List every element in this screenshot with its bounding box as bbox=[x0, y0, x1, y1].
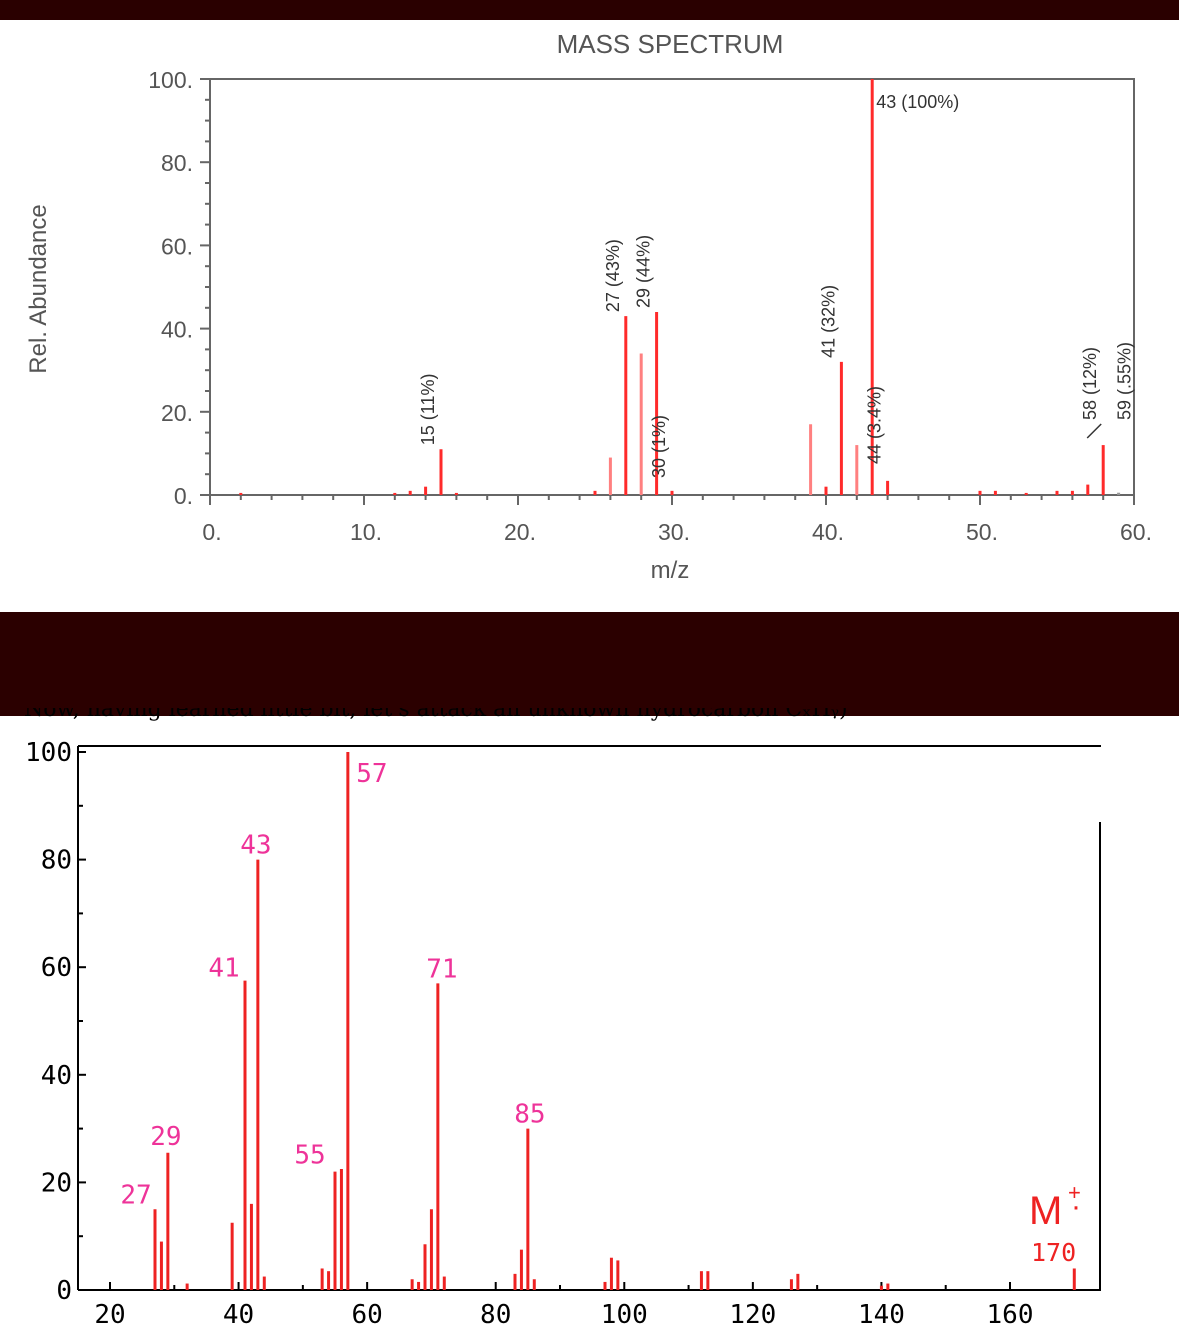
chart2-peak-label-57: 57 bbox=[356, 759, 387, 789]
chart2-peak-label-85: 85 bbox=[514, 1100, 545, 1130]
chart2-y-tick-label: 20 bbox=[41, 1168, 72, 1198]
caption-text: Now, having learned little bit, let's at… bbox=[24, 708, 848, 722]
chart2-x-tick-label: 20 bbox=[94, 1300, 125, 1328]
chart1-ylabel: Rel. Abundance bbox=[25, 204, 52, 373]
chart1-x-tick-label: 40. bbox=[812, 519, 844, 545]
molecular-ion-mz: 170 bbox=[1031, 1238, 1076, 1267]
chart1-y-tick-label: 80. bbox=[161, 150, 193, 176]
chart2-peak-label-41: 41 bbox=[208, 954, 239, 984]
chart1-x-tick-label: 60. bbox=[1120, 519, 1152, 545]
chart1-peak-label-43: 43 (100%) bbox=[876, 92, 959, 112]
chart1-y-tick-label: 60. bbox=[161, 233, 193, 259]
chart1-peak-label-58: 58 (12%) bbox=[1080, 347, 1100, 420]
chart2-peak-label-43: 43 bbox=[240, 831, 271, 861]
chart1-label-leader-58 bbox=[1086, 423, 1102, 439]
chart2-y-tick-label: 0 bbox=[56, 1276, 72, 1306]
chart2-y-tick-label: 60 bbox=[41, 953, 72, 983]
mass-spectrum-chart-top: MASS SPECTRUM Rel. Abundance m/z 0. 10. 20… bbox=[25, 29, 1152, 584]
chart1-y-tick-label: 40. bbox=[161, 317, 193, 343]
chart2-y-tick-label: 40 bbox=[41, 1061, 72, 1091]
partial-caption-text: Now, having learned little bit, let's at… bbox=[24, 708, 964, 722]
chart1-x-tick-label: 30. bbox=[658, 519, 690, 545]
chart2-peaks bbox=[153, 752, 1076, 1290]
chart1-peaks bbox=[239, 79, 1121, 495]
chart1-peak-labels: 15 (11%) 27 (43%) 29 (44%) 30 (1%) 41 (32%) 4… bbox=[418, 92, 1135, 478]
chart1-x-tick-label: 20. bbox=[504, 519, 536, 545]
chart1-xlabel: m/z bbox=[651, 557, 690, 584]
chart1-title: MASS SPECTRUM bbox=[557, 29, 784, 59]
chart1-peak-label-41: 41 (32%) bbox=[818, 285, 838, 358]
chart2-y-tick-label: 100 bbox=[25, 738, 72, 768]
molecular-ion-charge: + bbox=[1068, 1180, 1081, 1205]
chart2-x-tick-label: 140 bbox=[858, 1300, 905, 1328]
chart1-plot-frame bbox=[209, 78, 1135, 496]
chart2-peak-labels: 27 29 41 43 55 57 71 85 bbox=[120, 759, 545, 1210]
top-dark-strip bbox=[0, 0, 1179, 20]
chart1-peak-label-27: 27 (43%) bbox=[603, 239, 623, 312]
molecular-ion-symbol: M bbox=[1029, 1189, 1062, 1233]
chart2-x-tick-label: 60 bbox=[351, 1300, 382, 1328]
chart1-peak-label-29: 29 (44%) bbox=[634, 235, 654, 308]
chart2-ticks: 20 40 60 80 100 120 140 160 0 20 40 60 80 100 bbox=[25, 738, 1076, 1328]
chart2-peak-label-29: 29 bbox=[150, 1122, 181, 1152]
chart2-x-tick-label: 120 bbox=[729, 1300, 776, 1328]
chart1-x-tick-label: 50. bbox=[966, 519, 998, 545]
molecular-ion-label: M + · 170 bbox=[1029, 1180, 1081, 1267]
chart1-ticks: 0. 10. 20. 30. 40. 50. 60. 0. 20. 40. 60. 80. 100. bbox=[148, 67, 1152, 545]
slide-divider-band bbox=[0, 612, 1179, 716]
chart1-y-tick-label: 0. bbox=[174, 483, 193, 509]
chart2-x-tick-label: 160 bbox=[987, 1300, 1034, 1328]
chart2-peak-label-27: 27 bbox=[120, 1180, 151, 1210]
chart2-y-tick-label: 80 bbox=[41, 846, 72, 876]
mass-spectrum-chart-bottom: 20 40 60 80 100 120 140 160 0 20 40 60 80 100 27 29 41 4… bbox=[25, 738, 1101, 1328]
chart2-peak-label-71: 71 bbox=[426, 954, 457, 984]
chart2-x-tick-label: 100 bbox=[601, 1300, 648, 1328]
chart2-x-tick-label: 40 bbox=[223, 1300, 254, 1328]
chart1-y-tick-label: 100. bbox=[148, 67, 193, 93]
chart1-y-tick-label: 20. bbox=[161, 400, 193, 426]
chart2-peak-label-55: 55 bbox=[294, 1141, 325, 1171]
chart1-x-tick-label: 0. bbox=[202, 519, 221, 545]
chart1-peak-label-44: 44 (3.4%) bbox=[865, 386, 885, 464]
chart1-peak-label-59: 59 (.55%) bbox=[1115, 342, 1135, 420]
molecular-ion-dot: · bbox=[1071, 1190, 1081, 1223]
chart1-peak-label-30: 30 (1%) bbox=[649, 415, 669, 478]
chart1-peak-label-15: 15 (11%) bbox=[418, 374, 438, 446]
chart1-x-tick-label: 10. bbox=[350, 519, 382, 545]
chart2-x-tick-label: 80 bbox=[480, 1300, 511, 1328]
